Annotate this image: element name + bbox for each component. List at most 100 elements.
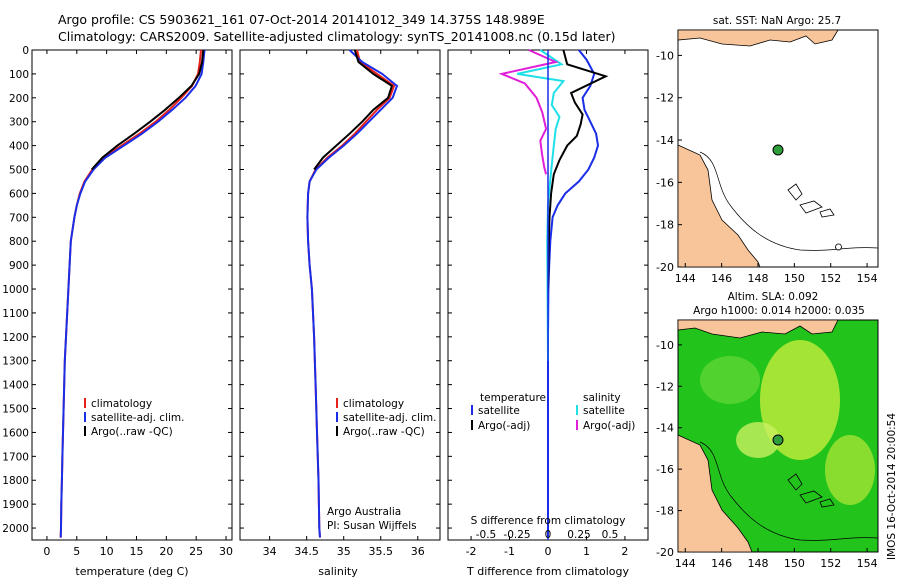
map-x-tick-label: 150: [784, 557, 805, 570]
legend-label-temp-argo: Argo(-adj): [478, 420, 530, 432]
top-tick-label: -0.25: [503, 529, 530, 541]
legend-label-climatology: climatology: [91, 398, 152, 410]
map-y-tick-label: -16: [656, 463, 674, 476]
difference-top-ticks: -0.5 -0.25 0 0.25 0.5: [476, 529, 619, 541]
x-tick-label: 5: [73, 545, 80, 558]
sla-anomaly-mid: [700, 356, 760, 404]
imos-side-label: IMOS 16-Oct-2014 20:00:54: [886, 413, 898, 560]
legend-label-argo: Argo(..raw -QC): [91, 426, 173, 438]
y-tick-label: 700: [9, 212, 29, 224]
x-tick-label: 0: [545, 545, 552, 558]
header-title-line2: Climatology: CARS2009. Satellite-adjuste…: [58, 29, 615, 44]
x-tick-label: 0: [43, 545, 50, 558]
map-x-tick-label: 150: [784, 272, 805, 285]
map-x-tick-label: 152: [820, 272, 841, 285]
y-tick-label: 1800: [2, 475, 29, 487]
legend-label-climatology: climatology: [343, 398, 404, 410]
argo-location-marker: [772, 434, 784, 446]
series-line-argo-raw-qc-: [313, 49, 394, 171]
legend-label-sal-argo: Argo(-adj): [583, 420, 635, 432]
sst-map: sat. SST: NaN Argo: 25.7 144 146 148 150 152…: [656, 15, 879, 285]
y-tick-label: 800: [9, 236, 29, 248]
map-y-tick-label: -12: [656, 92, 674, 105]
x-tick-label: 34.5: [294, 545, 319, 558]
x-tick-label: 10: [100, 545, 114, 558]
sla-anomaly-high: [760, 340, 840, 460]
y-tick-label: 1000: [2, 284, 29, 296]
salinity-annotation-line1: Argo Australia: [327, 506, 401, 518]
legend-title-salinity: salinity: [583, 392, 621, 404]
difference-profile-chart: -2 -1 0 1 2 S difference from climatology -0…: [447, 49, 649, 578]
map-x-tick-label: 154: [857, 272, 878, 285]
legend-label-satellite: satellite-adj. clim.: [343, 412, 436, 424]
y-tick-label: 1300: [2, 356, 29, 368]
sla-map-subtitle: Argo h1000: 0.014 h2000: 0.035: [693, 305, 865, 317]
temperature-xlabel: temperature (deg C): [75, 565, 188, 578]
map-x-tick-label: 144: [675, 557, 696, 570]
sla-map: Altim. SLA: 0.092 Argo h1000: 0.014 h200…: [656, 291, 898, 570]
x-tick-label: 34: [263, 545, 277, 558]
reefs: [787, 473, 835, 508]
x-tick-label: 15: [129, 545, 143, 558]
land-png-coast: [677, 319, 839, 339]
reefs: [787, 183, 842, 251]
series-line-temperature-argo-adj-: [547, 49, 609, 290]
y-tick-label: 2000: [2, 523, 29, 535]
shelf-contour: [699, 441, 879, 541]
header-title-line1: Argo profile: CS 5903621_161 07-Oct-2014…: [58, 12, 545, 27]
map-x-tick-label: 148: [748, 272, 769, 285]
x-tick-label: 2: [621, 545, 628, 558]
y-tick-label: 1400: [2, 380, 29, 392]
top-tick-label: 0.5: [602, 529, 619, 541]
x-tick-label: 25: [189, 545, 203, 558]
y-tick-label: 200: [9, 93, 29, 105]
map-y-tick-label: -20: [656, 261, 674, 274]
y-tick-label: 1200: [2, 332, 29, 344]
salinity-profile-chart: 34 34.5 35 35.5 36 salinity climatology sate…: [239, 49, 441, 578]
y-tick-label: 1500: [2, 404, 29, 416]
temperature-profile-chart: 0 5 10 15 20 25 30 0 100 200 300 400 500 600 700 800 90…: [2, 45, 233, 578]
land-australia: [677, 144, 761, 268]
temperature-plot-frame: [31, 49, 233, 541]
land-png-coast: [677, 29, 839, 47]
legend-label-temp-satellite: satellite: [478, 405, 520, 417]
y-tick-label: 400: [9, 141, 29, 153]
difference-xlabel: T difference from climatology: [466, 565, 629, 578]
x-tick-label: -2: [466, 545, 477, 558]
map-y-tick-label: -18: [656, 505, 674, 518]
y-tick-label: 1900: [2, 499, 29, 511]
y-tick-label: 900: [9, 260, 29, 272]
map-y-tick-label: -16: [656, 176, 674, 189]
map-y-tick-label: -10: [656, 339, 674, 352]
map-x-tick-label: 148: [748, 557, 769, 570]
salinity-annotation-line2: PI: Susan Wijffels: [327, 520, 417, 532]
map-y-tick-label: -18: [656, 219, 674, 232]
y-tick-label: 100: [9, 69, 29, 81]
temperature-legend: climatology satellite-adj. clim. Argo(..…: [84, 398, 184, 438]
argo-location-marker: [772, 144, 784, 156]
sla-anomaly-peak: [736, 422, 780, 458]
sla-anomaly-right: [825, 435, 875, 505]
y-tick-label: 600: [9, 188, 29, 200]
y-tick-label: 500: [9, 165, 29, 177]
salinity-legend: climatology satellite-adj. clim. Argo(..…: [336, 398, 436, 438]
map-y-tick-label: -10: [656, 49, 674, 62]
legend-label-sal-satellite: satellite: [583, 405, 625, 417]
sla-map-title: Altim. SLA: 0.092: [728, 291, 819, 303]
difference-legend: temperature salinity satellite Argo(-adj…: [471, 392, 635, 432]
y-tick-label: 1600: [2, 427, 29, 439]
top-tick-label: -0.5: [476, 529, 497, 541]
x-tick-label: 1: [583, 545, 590, 558]
series-line-argo-raw-qc-: [90, 49, 205, 171]
map-y-tick-label: -12: [656, 380, 674, 393]
legend-label-argo: Argo(..raw -QC): [343, 426, 425, 438]
top-tick-label: 0: [545, 529, 552, 541]
land-australia: [677, 434, 753, 553]
x-tick-label: 36: [411, 545, 425, 558]
y-tick-label: 300: [9, 117, 29, 129]
series-line-satellite-adj-clim-: [306, 49, 399, 538]
sst-map-title: sat. SST: NaN Argo: 25.7: [713, 15, 841, 27]
legend-label-satellite: satellite-adj. clim.: [91, 412, 184, 424]
map-x-tick-label: 146: [711, 272, 732, 285]
